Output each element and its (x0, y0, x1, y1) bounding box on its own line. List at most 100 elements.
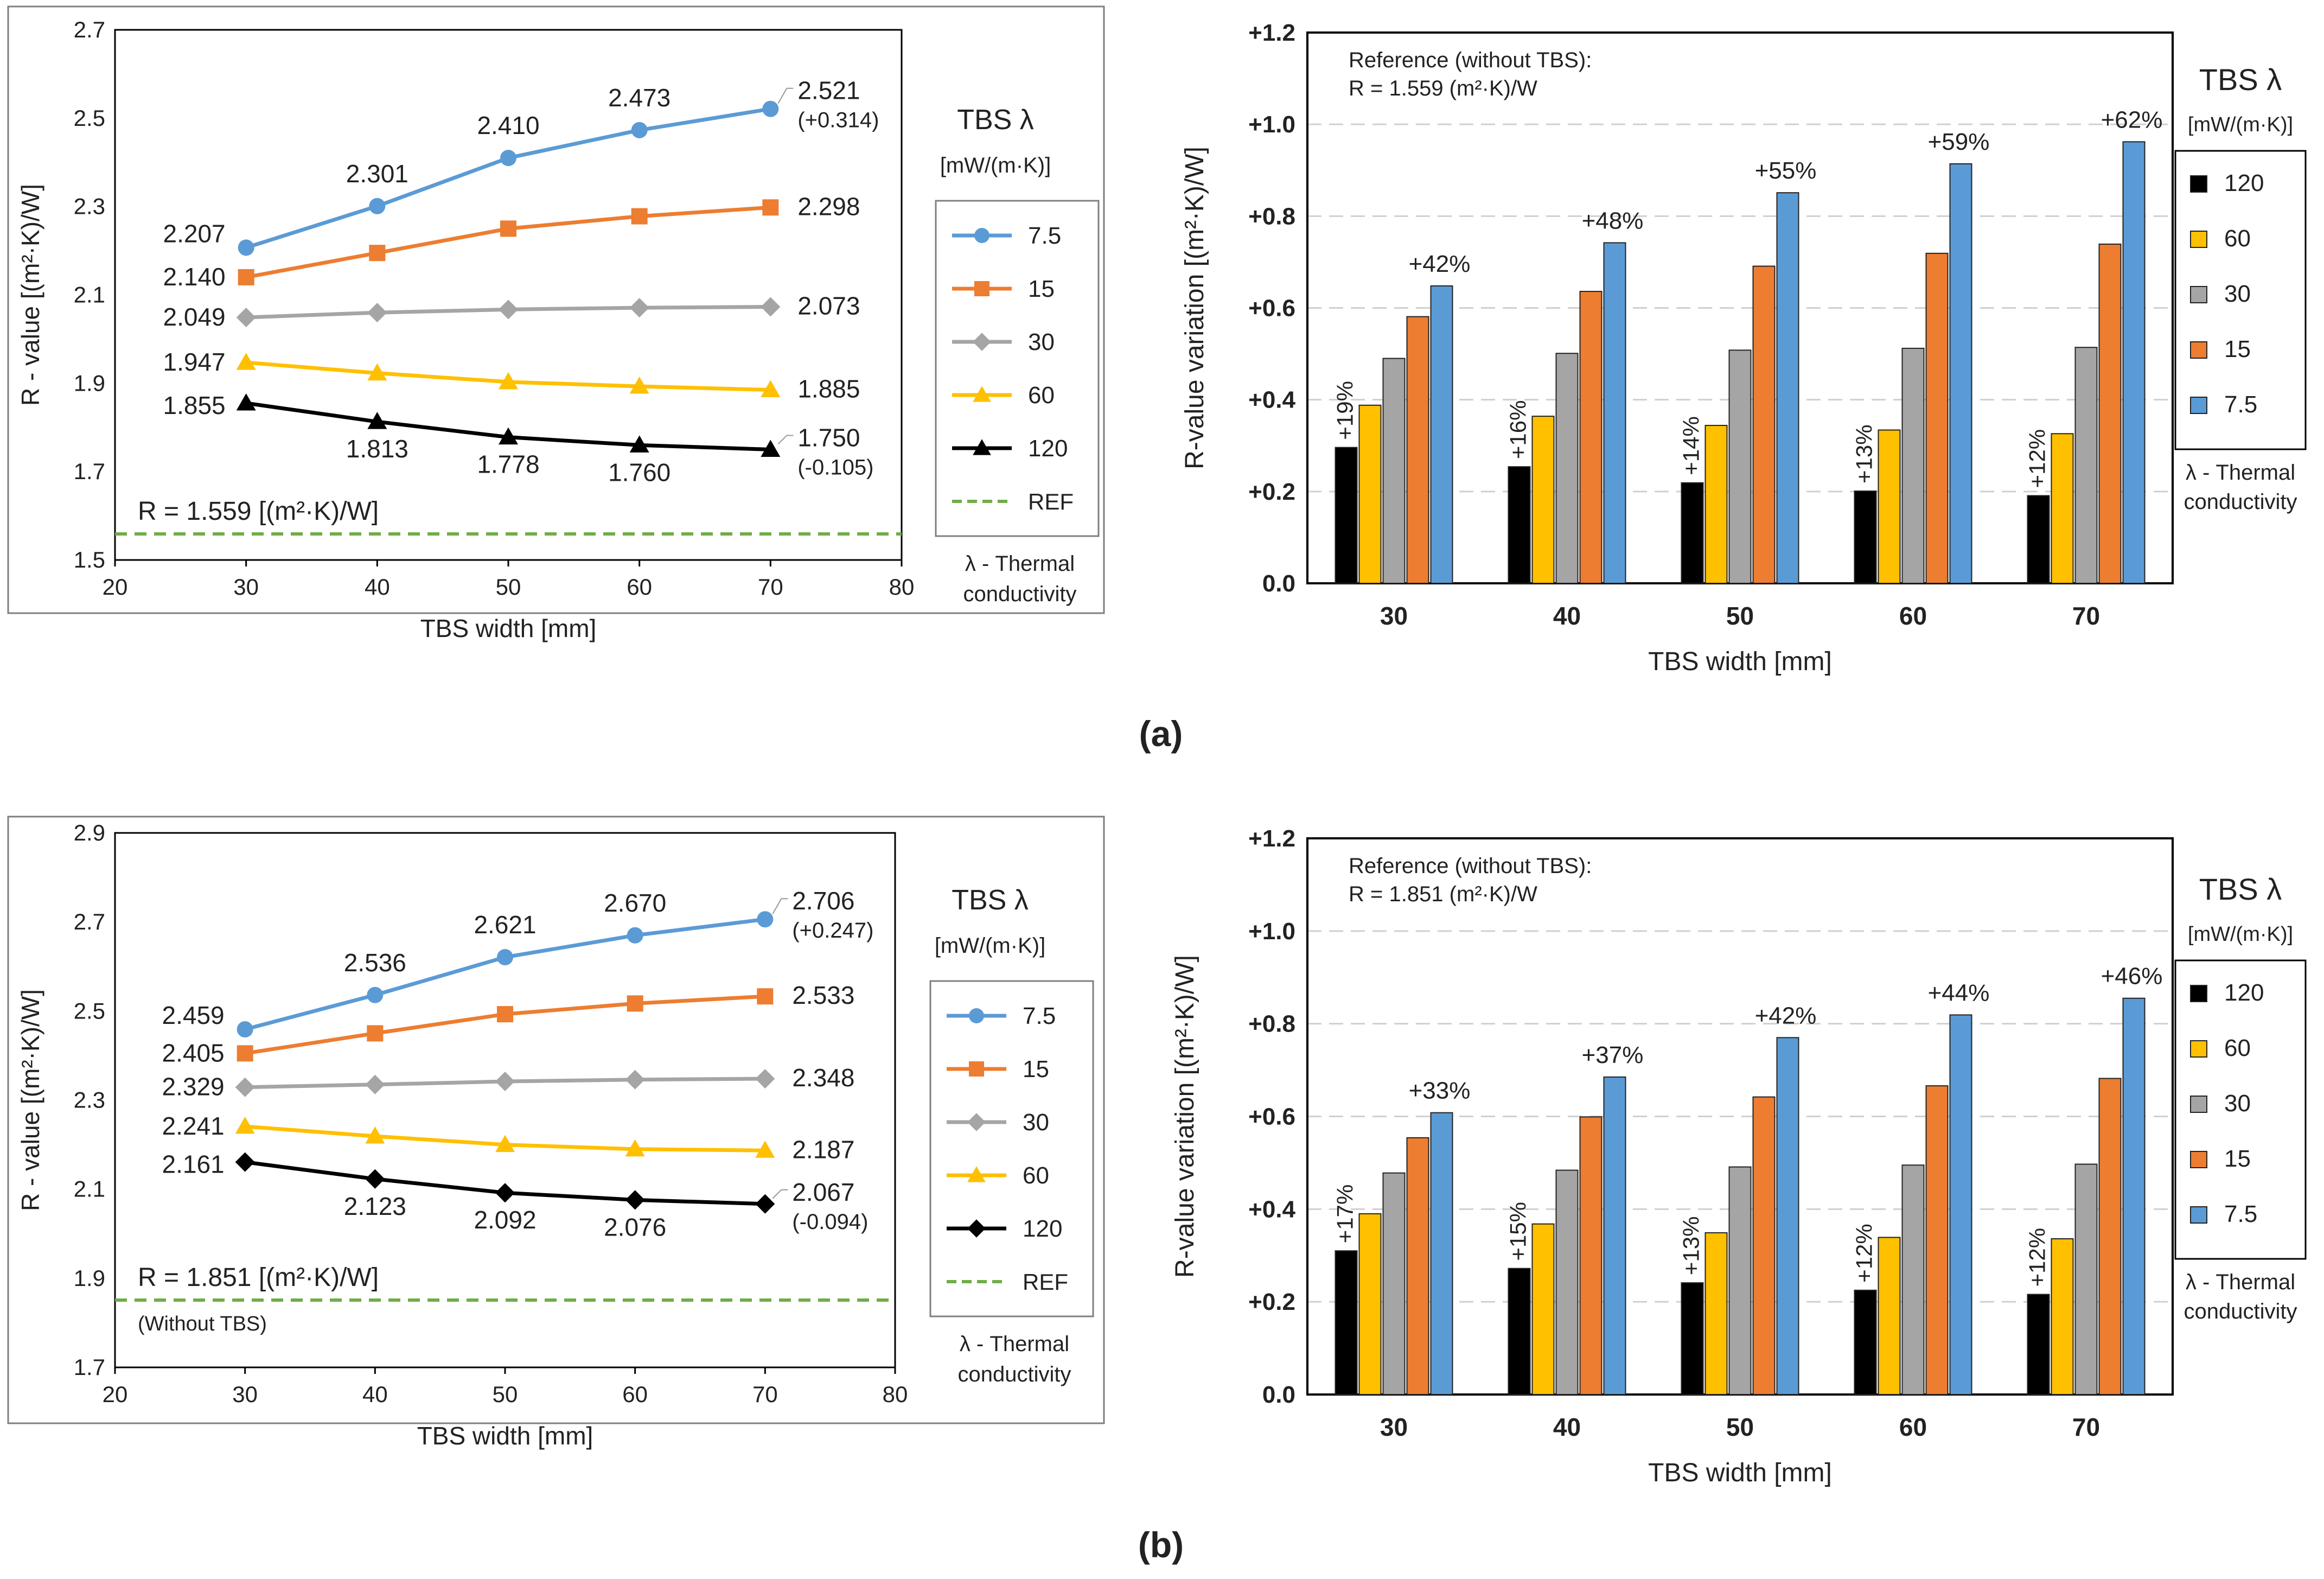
y-tick-label: 2.3 (74, 194, 105, 219)
data-point (236, 393, 256, 411)
bar-15 (1406, 1137, 1429, 1396)
x-tick-label: 30 (1380, 602, 1408, 630)
data-label: 2.536 (344, 948, 406, 977)
y-tick-label: 2.7 (74, 17, 105, 42)
y-axis-label: R-value variation [(m²·K)/W] (1171, 955, 1199, 1278)
data-label: 2.405 (162, 1039, 225, 1067)
x-tick-label: 70 (2072, 602, 2100, 630)
bar-120 (1854, 1289, 1877, 1395)
bar-30 (1728, 349, 1752, 584)
chart-frame (7, 5, 1105, 614)
y-tick-label: +0.8 (1248, 1011, 1295, 1037)
legend-note: conductivity (2184, 1300, 2297, 1323)
bar-7.5 (1776, 192, 1799, 584)
legend-label: 30 (1023, 1109, 1049, 1136)
x-tick-label: 50 (496, 574, 521, 600)
y-tick-label: 2.5 (74, 998, 105, 1023)
data-label: 2.706 (792, 887, 854, 915)
y-tick-label: +1.0 (1248, 918, 1295, 945)
bar-120 (1335, 447, 1358, 584)
legend-label: 15 (2224, 1145, 2251, 1172)
x-tick-label: 50 (1726, 602, 1754, 630)
bar-30 (1728, 1166, 1752, 1396)
x-axis-label: TBS width [mm] (1648, 647, 1832, 676)
line-chart-a: 1.5 1.7 1.9 2.1 2.3 2.5 2.7 20 30 40 50 60 70 80 TBS w… (7, 5, 1105, 642)
legend-swatch (2190, 341, 2207, 359)
legend-box (935, 200, 1100, 537)
reference-note: Reference (without TBS): (1349, 854, 1592, 878)
bar-percent-label: +37% (1582, 1042, 1644, 1068)
bar-120 (1681, 482, 1704, 584)
data-point (629, 435, 649, 453)
x-tick-label: 80 (889, 574, 915, 600)
x-axis-label: TBS width [mm] (420, 614, 597, 642)
legend-title: TBS λ (2199, 872, 2282, 906)
x-tick-label: 50 (493, 1381, 518, 1407)
legend-unit: [mW/(m·K)] (940, 154, 1051, 177)
bar-15 (2098, 243, 2122, 584)
y-tick-label: +0.4 (1248, 1196, 1295, 1223)
reference-note: Reference (without TBS): (1349, 48, 1592, 72)
legend-label: 60 (1023, 1162, 1049, 1189)
legend-label: 7.5 (1028, 222, 1061, 249)
data-point (629, 298, 649, 318)
legend-unit: [mW/(m·K)] (935, 934, 1045, 958)
legend-marker (967, 1219, 986, 1238)
data-label: 1.778 (477, 450, 539, 479)
data-point (631, 208, 648, 225)
legend-swatch (2190, 286, 2207, 303)
legend-swatch (2190, 985, 2207, 1002)
data-point (367, 363, 387, 381)
leader-line (777, 87, 794, 104)
data-point (365, 1126, 385, 1144)
bar-7.5 (1776, 1037, 1799, 1395)
data-point (235, 1152, 255, 1172)
bar-30 (1901, 1164, 1925, 1395)
legend-note: λ - Thermal (2186, 1270, 2295, 1294)
data-point (627, 927, 643, 944)
data-label: 2.329 (162, 1073, 225, 1101)
data-point (365, 1074, 385, 1094)
legend-marker (967, 1113, 986, 1131)
legend-label: REF (1028, 489, 1074, 514)
leader-line (772, 1189, 788, 1199)
bar-7.5 (1430, 285, 1453, 584)
data-point (367, 412, 387, 429)
data-point (757, 911, 774, 928)
bar-120 (2027, 1294, 2050, 1395)
legend-marker (974, 281, 989, 296)
y-tick-label: +0.6 (1248, 295, 1295, 322)
data-point (762, 100, 779, 117)
data-label: 2.301 (346, 160, 408, 188)
bar-chart-b: 0.0 +0.2 +0.4 +0.6 +0.8 +1.0 +1.2 +17% +33% 30 +15… (1171, 825, 2307, 1487)
data-point (495, 1135, 515, 1153)
x-tick-label: 40 (362, 1381, 388, 1407)
bar-60 (1358, 1213, 1382, 1395)
legend-label: 60 (1028, 382, 1055, 409)
x-tick-label: 40 (365, 574, 390, 600)
legend-note: conductivity (2184, 490, 2297, 514)
y-tick-label: +1.2 (1248, 825, 1295, 852)
data-point (631, 122, 648, 138)
legend-marker (969, 1008, 984, 1023)
data-label: 1.813 (346, 435, 408, 463)
data-point (499, 427, 518, 445)
legend-label: 120 (1023, 1215, 1062, 1242)
data-label: 2.123 (344, 1192, 406, 1220)
bar-percent-label: +13% (1851, 424, 1877, 483)
data-point (755, 1141, 775, 1158)
legend-swatch (2190, 1151, 2207, 1168)
x-tick-label: 80 (883, 1381, 908, 1407)
bar-30 (1901, 347, 1925, 584)
y-tick-label: 2.1 (74, 1176, 105, 1202)
data-point (761, 440, 781, 457)
legend-note: λ - Thermal (960, 1332, 1069, 1356)
data-point (235, 1077, 255, 1097)
bar-30 (1382, 1172, 1406, 1395)
delta-label: (+0.247) (792, 919, 873, 943)
data-point (238, 269, 254, 285)
legend-title: TBS λ (2199, 62, 2282, 97)
legend-label: 30 (1028, 329, 1055, 355)
bar-chart-a: 0.0 +0.2 +0.4 +0.6 +0.8 +1.0 +1.2 +19% +42% 30 +16… (1180, 20, 2307, 676)
legend-unit: [mW/(m·K)] (2188, 923, 2293, 946)
